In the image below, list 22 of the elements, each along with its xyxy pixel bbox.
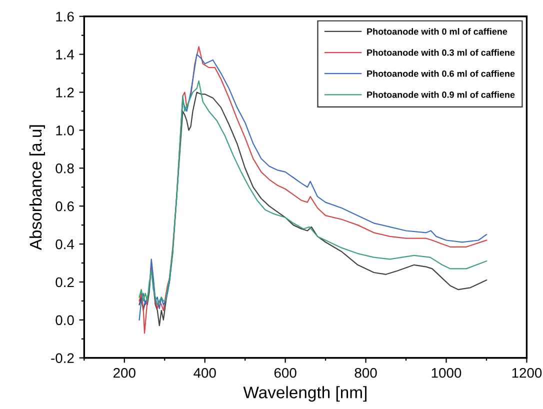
x-axis-title: Wavelength [nm]: [243, 386, 366, 402]
legend-label: Photoanode with 0.6 ml of caffiene: [367, 70, 515, 77]
y-tick-label: 1.2: [56, 88, 74, 98]
y-tick-label: 1.4: [56, 50, 74, 60]
x-tick-label: 600: [274, 368, 296, 378]
y-tick-label: 0.2: [56, 277, 74, 288]
x-tick-label: 1200: [512, 368, 542, 378]
y-tick-label: -0.2: [51, 353, 74, 364]
y-tick-label: 1.6: [56, 12, 74, 22]
legend-label: Photoanode with 0.9 ml of caffiene: [367, 91, 515, 98]
y-tick-label: 1.0: [56, 126, 74, 136]
y-tick-label: 0.0: [56, 315, 74, 326]
x-tick-label: 1000: [432, 368, 462, 378]
legend-label: Photoanode with 0 ml of caffiene: [367, 28, 508, 35]
y-tick-label: 0.6: [56, 201, 74, 212]
y-tick-label: 0.8: [56, 163, 74, 174]
x-tick-label: 400: [194, 368, 216, 378]
x-tick-label: 800: [354, 368, 377, 378]
legend-label: Photoanode with 0.3 ml of caffiene: [367, 49, 515, 56]
x-tick-label: 200: [114, 368, 136, 378]
y-tick-label: 0.4: [56, 239, 74, 250]
y-axis-title: Absorbance [a.u]: [29, 125, 45, 250]
